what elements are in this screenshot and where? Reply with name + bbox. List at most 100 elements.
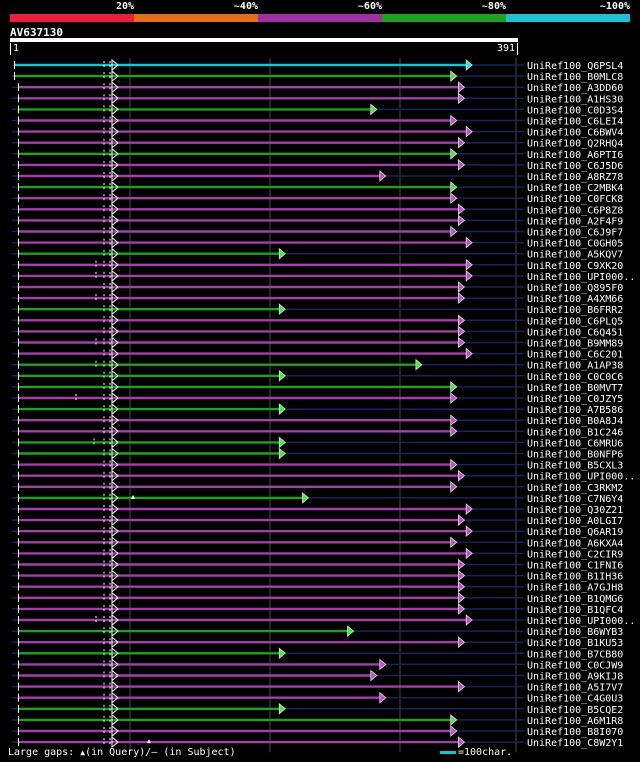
hit-row: UniRef100_A4XM66 bbox=[12, 292, 623, 305]
segment-arrow-icon bbox=[111, 358, 119, 371]
hit-end-arrow-icon bbox=[458, 292, 466, 304]
hit-end-arrow-icon bbox=[450, 225, 458, 238]
hit-row: UniRef100_C3RKM2 bbox=[12, 480, 623, 494]
hit-label: UniRef100_B0A8J4 bbox=[527, 416, 623, 427]
hit-row: UniRef100_C7N6Y4 bbox=[12, 491, 623, 505]
hit-label: UniRef100_A5I7V7 bbox=[527, 683, 623, 694]
hit-end-arrow-icon bbox=[278, 436, 286, 449]
hit-row: UniRef100_C1FNI6 bbox=[12, 558, 623, 572]
hit-label: UniRef100_B5CXL3 bbox=[527, 461, 623, 472]
hit-label: UniRef100_Q6PSL4 bbox=[527, 61, 623, 72]
hit-label: UniRef100_A6PTI6 bbox=[527, 150, 623, 161]
segment-arrow-icon bbox=[111, 602, 119, 615]
hit-end-arrow-icon bbox=[458, 325, 466, 338]
hit-end-arrow-icon bbox=[450, 181, 458, 193]
hit-row: UniRef100_B1KU53 bbox=[12, 636, 623, 649]
hit-row: UniRef100_B7CB80 bbox=[12, 647, 623, 660]
hit-label: UniRef100_B5CQE2 bbox=[527, 705, 623, 716]
hit-row: UniRef100_A5I7V7 bbox=[12, 680, 623, 694]
hit-label: UniRef100_C6BWV4 bbox=[527, 128, 623, 139]
segment-arrow-icon bbox=[111, 136, 119, 149]
hit-end-arrow-icon bbox=[458, 514, 466, 526]
hit-end-arrow-icon bbox=[370, 669, 378, 682]
hit-row: UniRef100_C0CJW9 bbox=[12, 658, 623, 671]
hit-end-arrow-icon bbox=[465, 614, 473, 626]
segment-arrow-icon bbox=[111, 92, 119, 105]
hit-row: UniRef100_C6MRU6 bbox=[12, 436, 623, 449]
hit-row: UniRef100_C6PLQ5 bbox=[12, 314, 623, 327]
hit-row: UniRef100_C8W2Y1 bbox=[12, 736, 623, 749]
segment-arrow-icon bbox=[111, 580, 119, 593]
hit-label: UniRef100_B1QMG6 bbox=[527, 594, 623, 605]
hit-label: UniRef100_C6LEI4 bbox=[527, 117, 623, 128]
hit-row: UniRef100_B0A8J4 bbox=[12, 414, 623, 427]
segment-arrow-icon bbox=[111, 280, 119, 294]
segment-arrow-icon bbox=[111, 214, 119, 227]
hit-row: UniRef100_B1QMG6 bbox=[12, 591, 623, 605]
hit-label: UniRef100_C0FCK8 bbox=[527, 194, 623, 205]
hit-end-arrow-icon bbox=[458, 314, 466, 327]
hit-row: UniRef100_C0JZY5 bbox=[12, 391, 623, 405]
hit-end-arrow-icon bbox=[370, 103, 378, 116]
hit-row: UniRef100_C0C0C6 bbox=[12, 369, 623, 383]
hit-row: UniRef100_B0NFP6 bbox=[12, 447, 623, 461]
identity-legend-bar bbox=[10, 14, 630, 22]
segment-arrow-icon bbox=[111, 647, 119, 660]
hit-row: UniRef100_A3DD60 bbox=[12, 81, 623, 94]
hit-label: UniRef100_A3DD60 bbox=[527, 83, 623, 94]
hit-label: UniRef100_B9MM89 bbox=[527, 339, 623, 350]
hit-end-arrow-icon bbox=[278, 702, 286, 715]
segment-arrow-icon bbox=[111, 225, 119, 238]
hit-end-arrow-icon bbox=[450, 114, 458, 127]
query-gap-icon bbox=[147, 739, 151, 744]
hit-end-arrow-icon bbox=[278, 369, 286, 382]
hit-label: UniRef100_C0GH05 bbox=[527, 239, 623, 250]
hit-end-arrow-icon bbox=[458, 214, 466, 227]
hit-end-arrow-icon bbox=[458, 81, 466, 94]
legend-seg-green bbox=[382, 14, 506, 22]
hit-label: UniRef100_B0MLC8 bbox=[527, 72, 623, 83]
segment-arrow-icon bbox=[111, 469, 119, 482]
hit-label: UniRef100_C4G0U3 bbox=[527, 694, 623, 705]
hit-row: UniRef100_A5KQV7 bbox=[12, 247, 623, 261]
hit-end-arrow-icon bbox=[450, 70, 458, 82]
hit-end-arrow-icon bbox=[458, 591, 466, 604]
legend-seg-cyan bbox=[506, 14, 630, 22]
hit-row: UniRef100_C6LEI4 bbox=[12, 114, 623, 128]
hit-end-arrow-icon bbox=[450, 381, 458, 393]
segment-arrow-icon bbox=[111, 114, 119, 127]
hit-end-arrow-icon bbox=[278, 647, 286, 660]
segment-arrow-icon bbox=[111, 636, 119, 649]
segment-arrow-icon bbox=[111, 247, 119, 260]
segment-arrow-icon bbox=[111, 436, 119, 449]
hit-label: UniRef100_A6M1R8 bbox=[527, 716, 623, 727]
hit-label: UniRef100_A9KIJ8 bbox=[527, 672, 623, 683]
legend-label-40: ~40% bbox=[233, 1, 258, 12]
hit-label: UniRef100_B7CB80 bbox=[527, 649, 623, 660]
hit-row: UniRef100_A1HS30 bbox=[12, 92, 623, 105]
hit-label: UniRef100_C6C201 bbox=[527, 350, 623, 361]
hit-row: UniRef100_B8I070 bbox=[12, 724, 623, 738]
hit-end-arrow-icon bbox=[458, 680, 466, 693]
hit-row: UniRef100_B0MVT7 bbox=[12, 380, 623, 394]
hit-row: UniRef100_C6Q451 bbox=[12, 325, 623, 338]
segment-arrow-icon bbox=[111, 613, 119, 627]
hit-label: UniRef100_C6MRU6 bbox=[527, 438, 623, 449]
hit-label: UniRef100_B1KU53 bbox=[527, 638, 623, 649]
hit-end-arrow-icon bbox=[379, 170, 387, 182]
hit-end-arrow-icon bbox=[278, 447, 286, 460]
hit-end-arrow-icon bbox=[379, 691, 387, 704]
hit-label: UniRef100_UPI000.. bbox=[527, 616, 635, 627]
segment-arrow-icon bbox=[111, 314, 119, 327]
hit-label: UniRef100_B6WYB3 bbox=[527, 627, 623, 638]
hit-end-arrow-icon bbox=[458, 569, 466, 582]
segment-arrow-icon bbox=[111, 502, 119, 516]
hit-row: UniRef100_A6PTI6 bbox=[12, 147, 623, 161]
legend-label-60: ~60% bbox=[357, 1, 382, 12]
hit-label: UniRef100_C3RKM2 bbox=[527, 483, 623, 494]
segment-arrow-icon bbox=[111, 269, 119, 282]
hit-label: UniRef100_C2CIR9 bbox=[527, 549, 623, 560]
query-gap-marker-icon: ▲ bbox=[80, 748, 86, 757]
hit-label: UniRef100_A8RZ78 bbox=[527, 172, 623, 183]
